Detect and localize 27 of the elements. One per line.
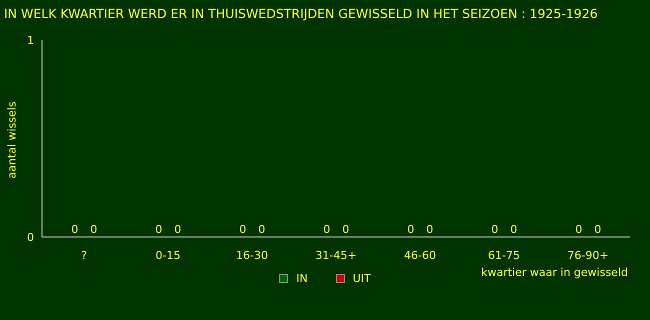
data-label: 0	[407, 223, 414, 236]
data-label: 0	[426, 223, 434, 236]
data-label: 0	[155, 223, 162, 236]
data-label: 0	[71, 223, 78, 236]
legend-label: UIT	[352, 272, 371, 285]
data-label: 0	[491, 223, 498, 236]
data-label: 0	[323, 223, 330, 236]
data-label: 0	[342, 223, 350, 236]
chart-title: IN WELK KWARTIER WERD ER IN THUISWEDSTRIJDEN GEWISSELD IN HET SEIZOEN : 1925-1926	[4, 6, 598, 21]
x-tick-label: 16-30	[236, 248, 268, 262]
x-tick-label: ?	[81, 248, 88, 262]
x-tick-label: 0-15	[156, 248, 180, 262]
x-tick-label: 61-75	[488, 248, 520, 262]
y-axis-title: aantal wissels	[6, 101, 18, 179]
data-label: 0	[510, 223, 518, 236]
data-label: 0	[239, 223, 246, 236]
y-tick-label: 1	[27, 34, 34, 47]
data-label: 0	[90, 223, 98, 236]
x-axis-title: kwartier waar in gewisseld	[481, 266, 628, 279]
legend-label: IN	[296, 272, 308, 285]
data-label: 0	[258, 223, 266, 236]
data-label: 0	[594, 223, 602, 236]
data-label: 0	[575, 223, 582, 236]
x-tick-label: 76-90+	[567, 248, 609, 262]
data-label: 0	[174, 223, 182, 236]
x-tick-label: 46-60	[404, 248, 436, 262]
x-tick-label: 31-45+	[315, 248, 357, 262]
